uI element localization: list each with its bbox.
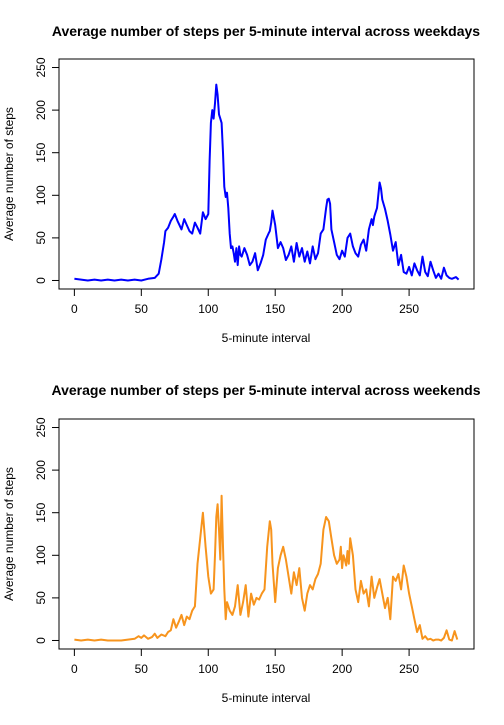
weekend-x-axis-label: 5-minute interval: [222, 691, 311, 705]
weekend-y-tick-label: 50: [34, 591, 48, 605]
weekday-series-group: [74, 83, 460, 282]
weekend-chart-panel: Average number of steps per 5-minute int…: [2, 382, 481, 705]
weekday-y-tick-label: 200: [34, 100, 48, 120]
weekday-y-axis: 0 50 100 150 200 250: [34, 57, 60, 284]
weekend-y-tick-label: 0: [34, 637, 48, 644]
weekend-x-tick-label: 150: [265, 662, 285, 676]
weekday-x-tick-label: 50: [135, 302, 149, 316]
weekday-x-tick-label: 250: [399, 302, 419, 316]
weekday-x-tick-label: 200: [332, 302, 352, 316]
weekday-chart-panel: Average number of steps per 5-minute int…: [2, 23, 480, 345]
weekend-y-tick-label: 250: [34, 417, 48, 437]
weekend-plot-frame: [58, 418, 475, 650]
weekday-x-tick-label: 100: [198, 302, 218, 316]
weekday-y-tick-label: 250: [34, 57, 48, 77]
weekend-x-tick-label: 50: [135, 662, 149, 676]
weekday-x-axis: 0 50 100 150 200 250: [71, 288, 419, 316]
weekday-y-tick-label: 0: [34, 277, 48, 284]
weekday-y-tick-label: 150: [34, 142, 48, 162]
weekday-x-tick-label: 150: [265, 302, 285, 316]
weekday-x-tick-label: 0: [71, 302, 78, 316]
weekday-plot-frame: [58, 58, 475, 290]
weekend-chart-title: Average number of steps per 5-minute int…: [52, 382, 481, 398]
weekday-chart-title: Average number of steps per 5-minute int…: [52, 23, 480, 39]
weekend-steps-line: [74, 494, 459, 642]
weekend-x-tick-label: 0: [71, 662, 78, 676]
weekday-x-axis-label: 5-minute interval: [222, 331, 311, 345]
weekend-y-axis-label: Average number of steps: [2, 467, 16, 601]
weekend-x-axis: 0 50 100 150 200 250: [71, 648, 419, 676]
weekend-x-tick-label: 200: [332, 662, 352, 676]
weekend-x-tick-label: 250: [399, 662, 419, 676]
weekend-y-axis: 0 50 100 150 200 250: [34, 417, 60, 644]
weekday-y-tick-label: 50: [34, 231, 48, 245]
weekend-y-tick-label: 150: [34, 502, 48, 522]
weekday-y-tick-label: 100: [34, 185, 48, 205]
weekend-x-tick-label: 100: [198, 662, 218, 676]
weekend-y-tick-label: 200: [34, 460, 48, 480]
weekday-steps-line: [74, 83, 460, 282]
weekend-series-group: [74, 494, 459, 642]
weekend-y-tick-label: 100: [34, 545, 48, 565]
weekday-y-axis-label: Average number of steps: [2, 107, 16, 241]
